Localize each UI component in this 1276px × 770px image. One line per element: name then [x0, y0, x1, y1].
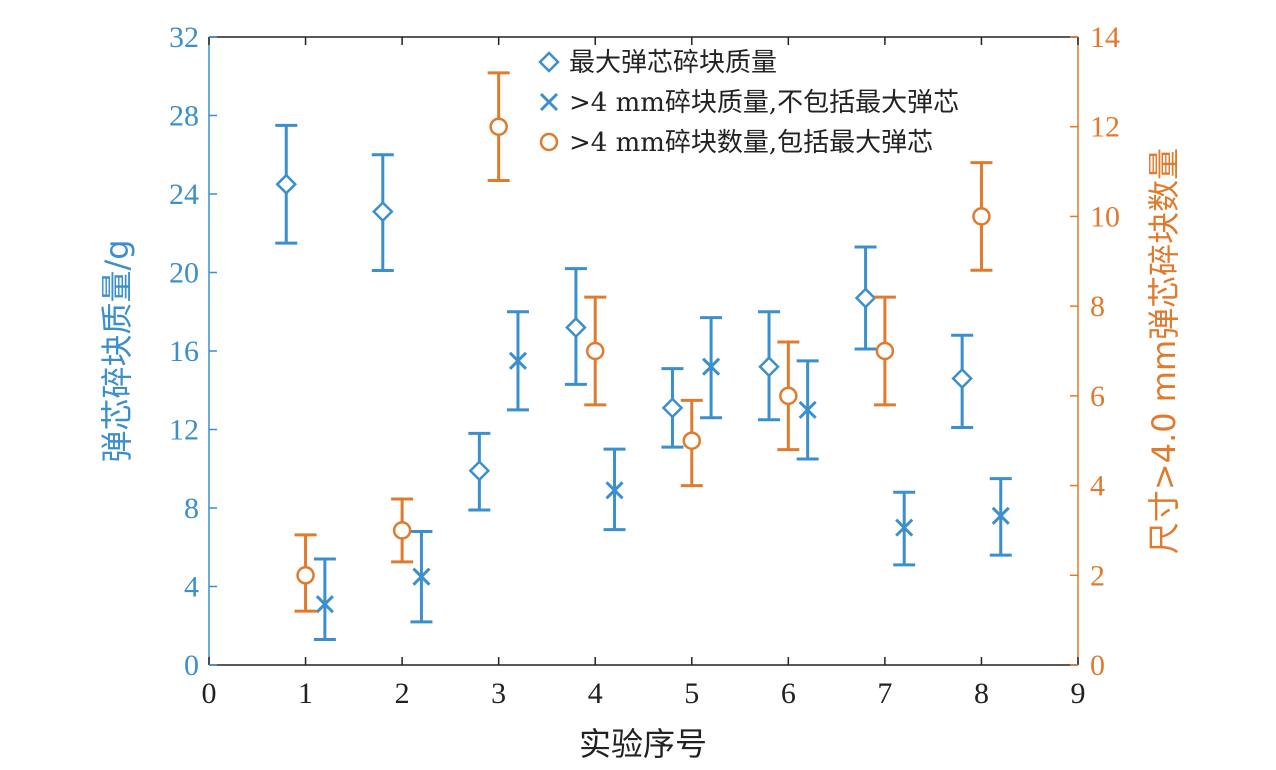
marker-bg [470, 461, 489, 480]
legend-label: 最大弹芯碎块质量 [569, 48, 777, 78]
y-left-tick-label: 16 [169, 335, 199, 368]
diamond-marker [758, 355, 780, 378]
marker-bg [953, 369, 972, 388]
x-tick-label: 4 [588, 677, 603, 710]
marker-bg [876, 343, 893, 359]
x-tick-label: 2 [395, 677, 410, 710]
marker-bg [394, 522, 411, 539]
x-marker [508, 351, 528, 370]
x-tick-label: 5 [684, 677, 699, 710]
diamond-marker [538, 51, 560, 73]
y-left-tick-label: 4 [184, 571, 199, 604]
marker-bg [277, 175, 296, 194]
diamond-marker [468, 459, 491, 482]
y-right-tick-label: 10 [1090, 200, 1120, 233]
legend-label: >4 mm碎块数量,包括最大弹芯 [569, 128, 933, 158]
y-left-tick-label: 20 [169, 257, 199, 290]
x-tick-label: 9 [1071, 677, 1086, 710]
diamond-marker [661, 397, 684, 419]
series-1 [275, 123, 974, 512]
diamond-marker [565, 316, 587, 339]
x-tick-label: 3 [491, 677, 506, 710]
y-right-tick-label: 8 [1090, 290, 1105, 323]
marker-bg [973, 208, 990, 225]
x-marker [539, 92, 559, 112]
legend-item-1: 最大弹芯碎块质量 [538, 48, 777, 78]
x-tick-label: 8 [974, 677, 989, 710]
error-bar [313, 557, 336, 641]
y-left-tick-label: 28 [169, 100, 199, 133]
marker-bg [856, 289, 875, 308]
y-right-axis-title: 尺寸>4.0 mm弹芯碎块数量 [1145, 148, 1183, 554]
series-3 [294, 71, 993, 613]
y-right-tick-label: 2 [1090, 559, 1105, 592]
chart-marks [275, 71, 1012, 641]
circle-marker [779, 386, 798, 406]
x-marker [412, 567, 431, 586]
circle-marker [585, 341, 605, 361]
marker-bg [587, 343, 604, 359]
y-left-tick-label: 8 [184, 492, 199, 525]
x-marker [315, 595, 334, 614]
y-left-tick-label: 12 [169, 414, 199, 447]
marker-bg [566, 318, 585, 337]
marker-bg [760, 357, 779, 376]
marker-bg [490, 118, 507, 135]
legend: 最大弹芯碎块质量 >4 mm碎块质量,不包括最大弹芯 >4 mm碎块数量,包括最大弹… [538, 48, 959, 158]
x-axis-title: 实验序号 [579, 725, 707, 763]
circle-marker [296, 566, 315, 585]
x-tick-label: 6 [781, 677, 796, 710]
y-right-tick-label: 0 [1090, 649, 1105, 682]
marker-bg [780, 387, 797, 404]
marker-bg [663, 398, 682, 417]
legend-item-2: >4 mm碎块质量,不包括最大弹芯 [539, 88, 959, 118]
circle-marker [539, 132, 559, 152]
circle-marker [972, 207, 991, 226]
marker-bg [373, 202, 392, 221]
diamond-marker [854, 287, 877, 309]
y-left-tick-label: 0 [184, 649, 199, 682]
y-right-tick-label: 14 [1090, 21, 1120, 54]
x-marker [895, 518, 914, 537]
x-marker [605, 481, 624, 500]
diamond-marker [275, 173, 298, 195]
x-tick-label: 0 [202, 677, 217, 710]
legend-item-3: >4 mm碎块数量,包括最大弹芯 [539, 128, 933, 158]
y-right-tick-label: 4 [1090, 470, 1105, 503]
x-tick-label: 1 [298, 677, 313, 710]
y-left-tick-label: 32 [169, 21, 199, 54]
legend-label: >4 mm碎块质量,不包括最大弹芯 [569, 88, 959, 118]
diamond-marker [372, 200, 394, 223]
y-right-tick-label: 12 [1090, 111, 1120, 144]
x-marker [798, 400, 817, 419]
series-2 [313, 310, 1012, 641]
circle-marker [489, 117, 508, 136]
x-marker [991, 506, 1010, 525]
circle-marker [682, 431, 702, 450]
marker-bg [683, 432, 700, 449]
marker-bg [297, 567, 314, 584]
y-left-tick-label: 24 [169, 178, 199, 211]
x-tick-label: 7 [877, 677, 892, 710]
circle-marker [875, 341, 895, 361]
x-marker [702, 357, 721, 376]
circle-marker [392, 521, 412, 540]
y-right-tick-label: 6 [1090, 380, 1105, 413]
y-left-axis-title: 弹芯碎块质量/g [98, 239, 136, 462]
diamond-marker [951, 367, 973, 390]
